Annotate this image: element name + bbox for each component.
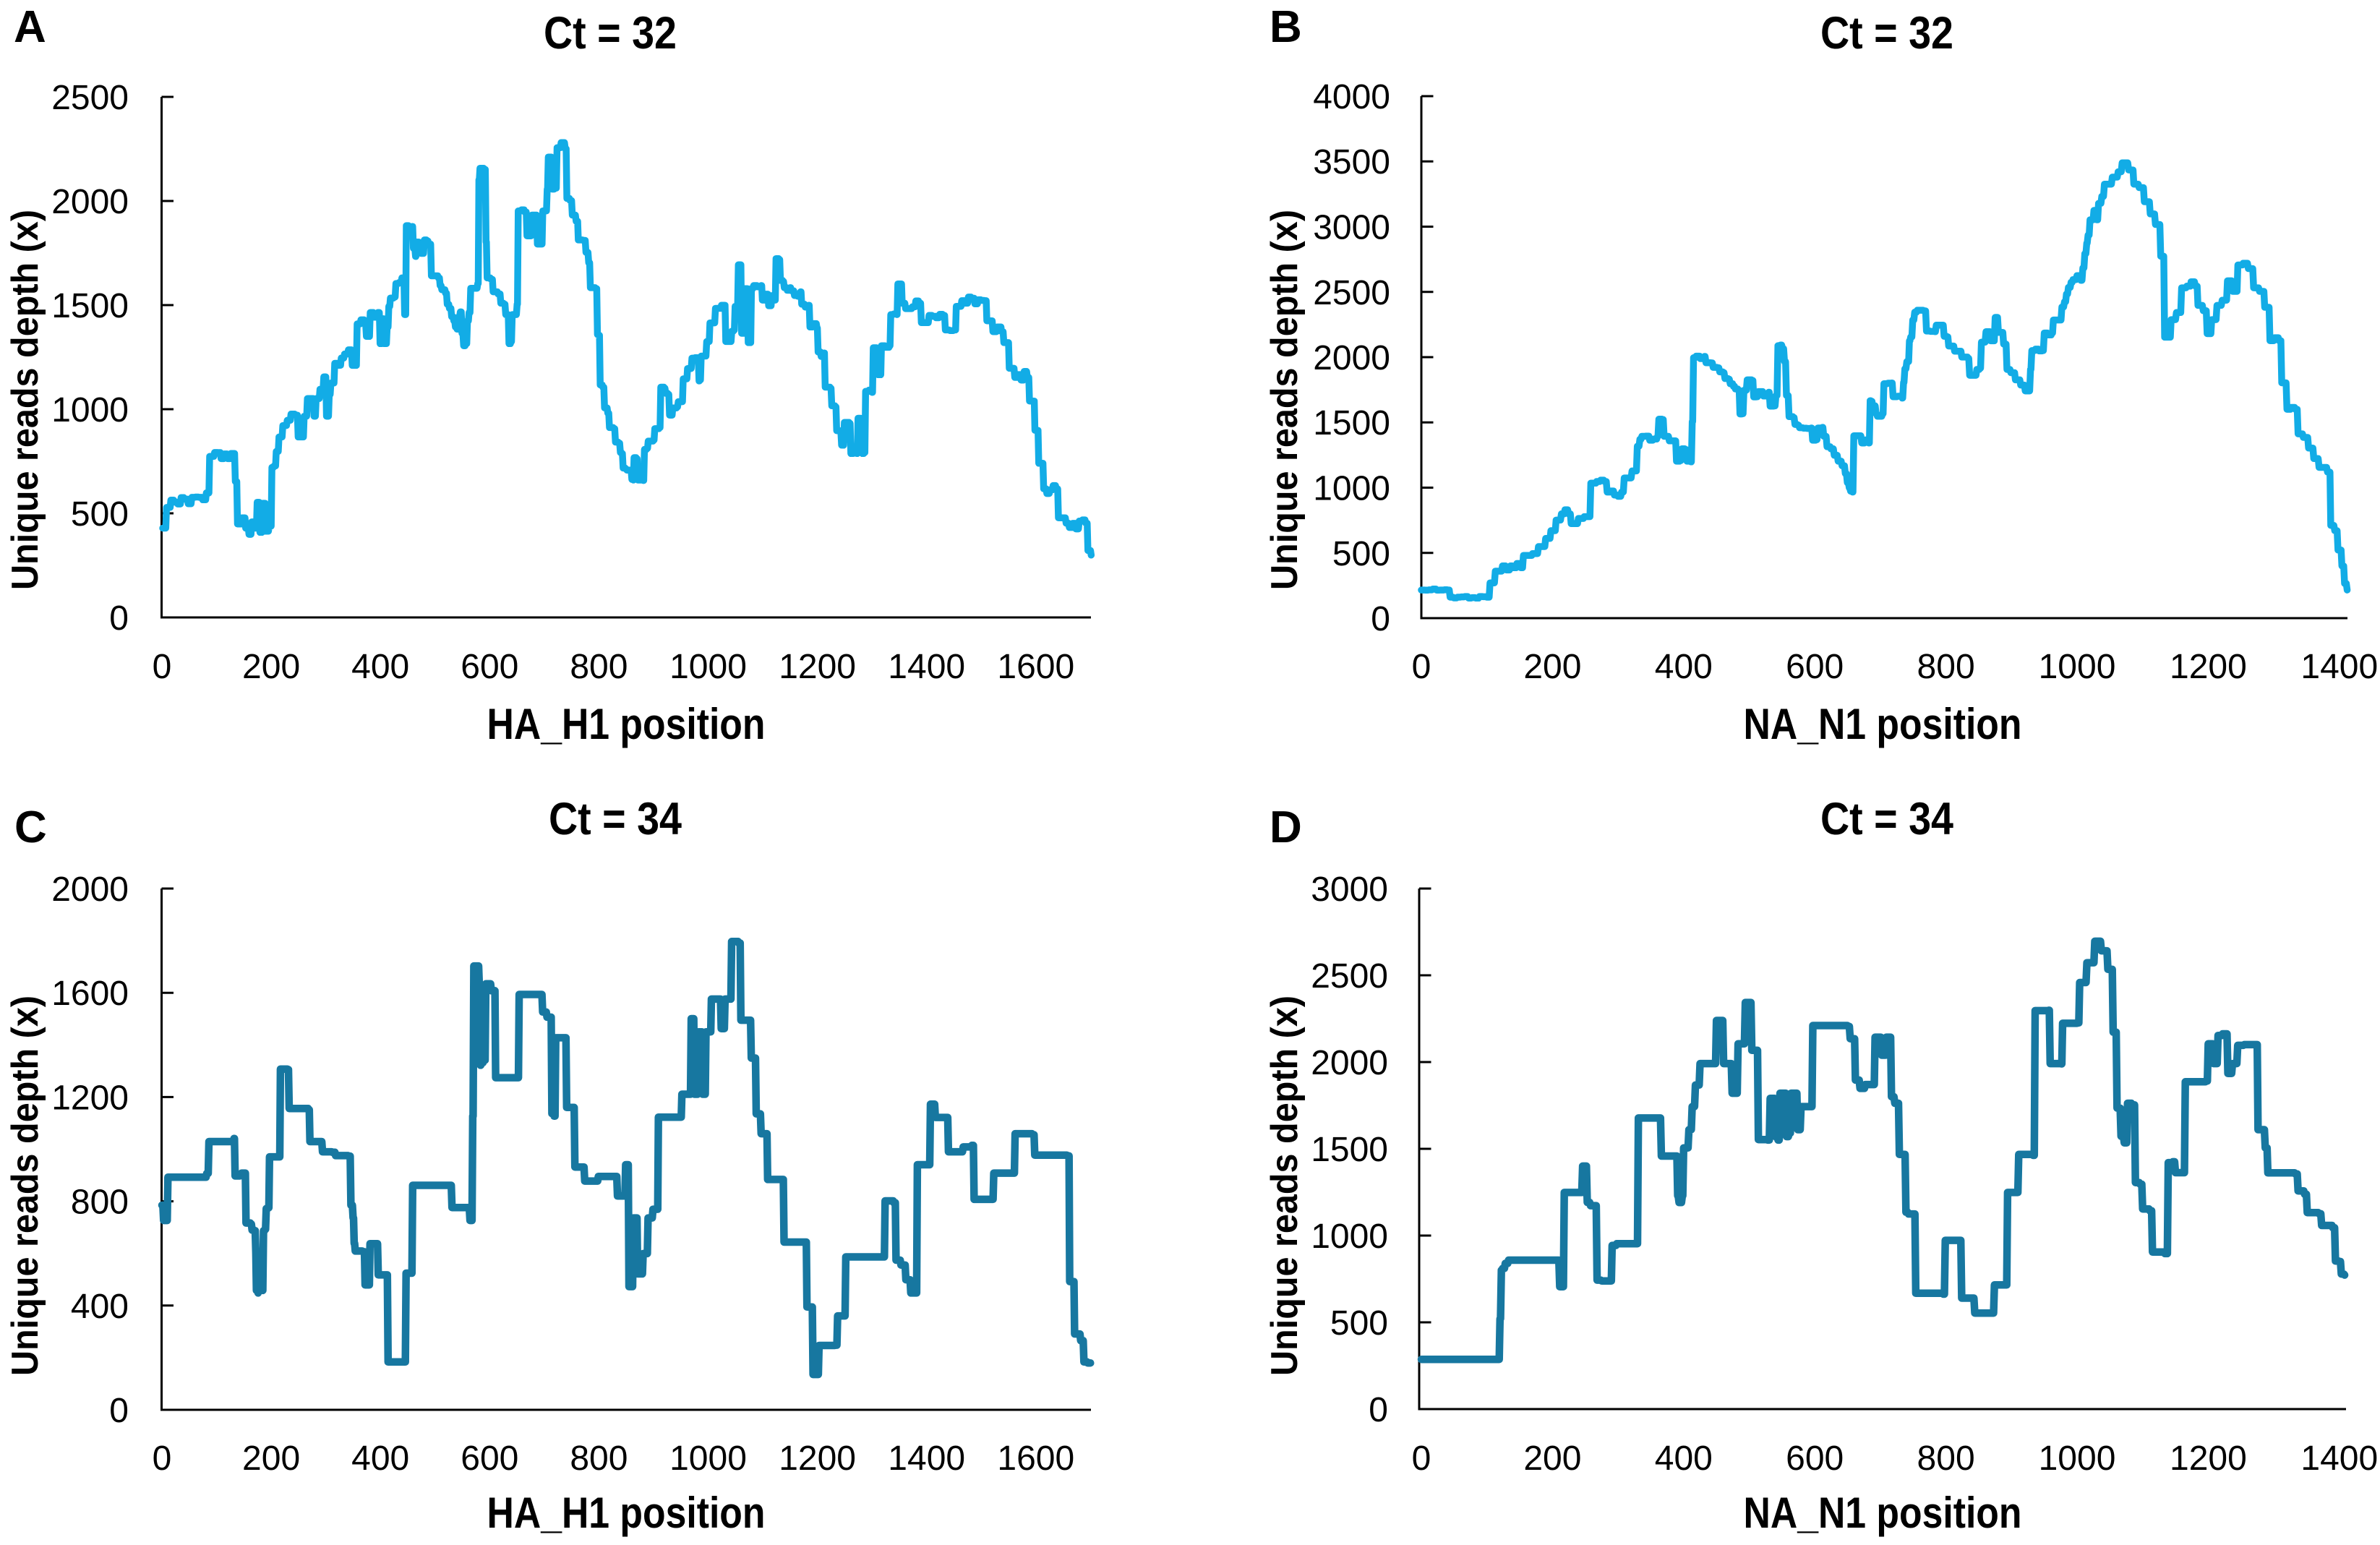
svg-text:1600: 1600 xyxy=(997,1439,1074,1478)
svg-text:1000: 1000 xyxy=(669,1439,747,1478)
svg-text:0: 0 xyxy=(1369,1391,1388,1429)
svg-text:A: A xyxy=(14,2,46,52)
svg-text:2000: 2000 xyxy=(51,183,129,221)
svg-text:800: 800 xyxy=(1917,648,1975,686)
svg-text:B: B xyxy=(1270,2,1302,52)
svg-text:0: 0 xyxy=(109,599,129,638)
svg-text:NA_N1 position: NA_N1 position xyxy=(1744,1489,2022,1537)
svg-text:800: 800 xyxy=(570,1439,628,1478)
svg-text:Unique reads depth (x): Unique reads depth (x) xyxy=(1264,996,1306,1376)
svg-text:0: 0 xyxy=(1412,1439,1431,1478)
svg-text:800: 800 xyxy=(570,648,628,686)
svg-text:Unique reads depth (x): Unique reads depth (x) xyxy=(4,996,46,1376)
svg-text:1200: 1200 xyxy=(2170,1439,2247,1478)
svg-text:200: 200 xyxy=(242,1439,300,1478)
svg-text:0: 0 xyxy=(109,1392,129,1430)
svg-text:1500: 1500 xyxy=(1313,404,1390,442)
svg-text:1200: 1200 xyxy=(779,648,856,686)
svg-text:1400: 1400 xyxy=(888,648,965,686)
svg-text:2500: 2500 xyxy=(51,79,129,117)
svg-text:1000: 1000 xyxy=(669,648,747,686)
svg-text:800: 800 xyxy=(71,1184,129,1222)
svg-text:1000: 1000 xyxy=(51,391,129,429)
svg-text:600: 600 xyxy=(461,1439,518,1478)
svg-text:HA_H1 position: HA_H1 position xyxy=(487,700,766,748)
svg-text:Ct = 32: Ct = 32 xyxy=(544,8,677,59)
svg-text:0: 0 xyxy=(153,1439,172,1478)
svg-text:1000: 1000 xyxy=(2039,648,2116,686)
svg-text:500: 500 xyxy=(1332,535,1390,573)
svg-text:HA_H1 position: HA_H1 position xyxy=(487,1489,766,1537)
svg-text:2000: 2000 xyxy=(51,870,129,909)
svg-text:2000: 2000 xyxy=(1311,1044,1388,1082)
svg-text:800: 800 xyxy=(1917,1439,1975,1478)
svg-text:1200: 1200 xyxy=(51,1079,129,1117)
svg-text:Unique reads depth (x): Unique reads depth (x) xyxy=(1264,210,1306,590)
svg-text:1500: 1500 xyxy=(51,287,129,325)
svg-text:0: 0 xyxy=(153,648,172,686)
svg-text:C: C xyxy=(14,803,47,852)
svg-text:200: 200 xyxy=(242,648,300,686)
svg-text:600: 600 xyxy=(1786,648,1844,686)
svg-text:400: 400 xyxy=(1655,1439,1713,1478)
svg-text:3000: 3000 xyxy=(1313,209,1390,247)
svg-text:2000: 2000 xyxy=(1313,339,1390,377)
svg-text:400: 400 xyxy=(71,1288,129,1326)
svg-text:2500: 2500 xyxy=(1311,957,1388,996)
svg-text:Ct = 32: Ct = 32 xyxy=(1820,8,1953,59)
svg-text:400: 400 xyxy=(351,648,409,686)
svg-text:600: 600 xyxy=(1786,1439,1844,1478)
svg-text:500: 500 xyxy=(1330,1304,1388,1343)
svg-text:Unique reads depth (x): Unique reads depth (x) xyxy=(4,210,46,590)
svg-text:3500: 3500 xyxy=(1313,143,1390,181)
svg-text:1400: 1400 xyxy=(2300,1439,2378,1478)
svg-text:500: 500 xyxy=(71,495,129,534)
svg-text:1600: 1600 xyxy=(997,648,1074,686)
svg-text:1400: 1400 xyxy=(888,1439,965,1478)
svg-text:4000: 4000 xyxy=(1313,78,1390,116)
svg-text:1000: 1000 xyxy=(1313,470,1390,508)
svg-text:1600: 1600 xyxy=(51,975,129,1013)
svg-text:1500: 1500 xyxy=(1311,1131,1388,1169)
svg-text:2500: 2500 xyxy=(1313,274,1390,312)
svg-text:1000: 1000 xyxy=(2039,1439,2116,1478)
svg-text:1200: 1200 xyxy=(779,1439,856,1478)
svg-text:1200: 1200 xyxy=(2170,648,2247,686)
svg-text:400: 400 xyxy=(1655,648,1713,686)
svg-text:600: 600 xyxy=(461,648,518,686)
svg-text:3000: 3000 xyxy=(1311,870,1388,909)
svg-text:0: 0 xyxy=(1412,648,1431,686)
svg-text:200: 200 xyxy=(1523,648,1581,686)
svg-text:1400: 1400 xyxy=(2300,648,2378,686)
svg-text:0: 0 xyxy=(1371,600,1390,638)
svg-text:Ct = 34: Ct = 34 xyxy=(1820,794,1953,844)
svg-text:Ct = 34: Ct = 34 xyxy=(549,794,682,844)
svg-text:400: 400 xyxy=(351,1439,409,1478)
svg-text:1000: 1000 xyxy=(1311,1217,1388,1256)
svg-text:NA_N1 position: NA_N1 position xyxy=(1744,700,2022,748)
svg-text:D: D xyxy=(1270,803,1302,852)
svg-text:200: 200 xyxy=(1523,1439,1581,1478)
